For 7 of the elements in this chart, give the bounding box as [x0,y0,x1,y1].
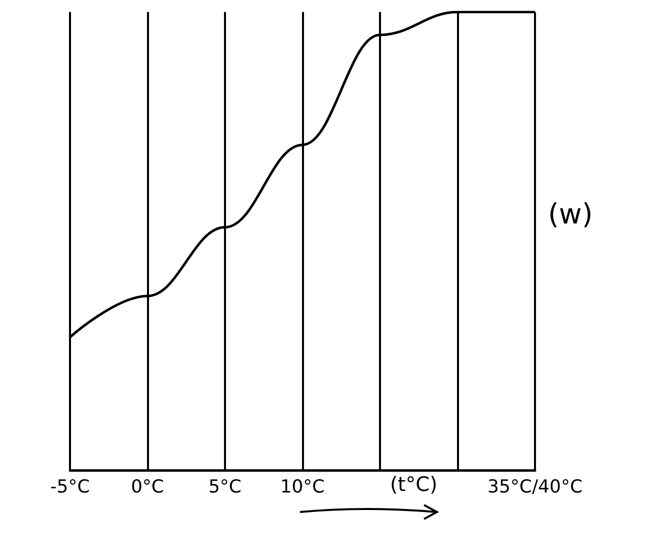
x-tick-label: 35°C/40°C [487,476,583,498]
y-axis-title: (w) [548,198,593,230]
x-tick-label: 0°C [130,476,164,498]
x-tick-label: -5°C [50,476,90,498]
x-axis-title: (t°C) [390,472,438,496]
x-tick-label: 10°C [280,476,325,498]
x-tick-label: 5°C [208,476,242,498]
